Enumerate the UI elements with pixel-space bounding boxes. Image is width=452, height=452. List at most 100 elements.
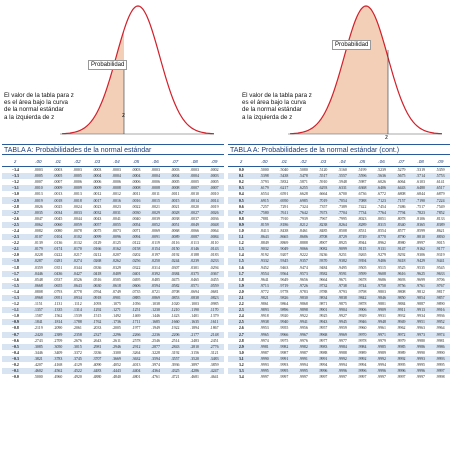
probability-cell: .0096 — [106, 234, 127, 241]
probability-cell: .6591 — [279, 192, 289, 197]
probability-cell: .0170 — [67, 246, 88, 253]
probability-cell: .0256 — [126, 258, 146, 265]
z-value-cell: 2.8 — [238, 338, 244, 343]
probability-cell: .9991 — [293, 355, 314, 362]
probability-cell: .1020 — [170, 302, 180, 307]
probability-cell: .0008 — [145, 185, 166, 192]
probability-cell: .8599 — [416, 228, 426, 233]
probability-cell: .0033 — [67, 209, 88, 216]
probability-cell: .9962 — [396, 326, 406, 331]
probability-cell: .8340 — [391, 221, 411, 228]
probability-cell: .3936 — [170, 363, 180, 368]
probability-cell: .0084 — [204, 234, 224, 241]
z-value-cell: 2.9 — [228, 343, 255, 350]
probability-cell: .9927 — [338, 314, 347, 319]
probability-cell: .9382 — [332, 258, 353, 265]
probability-cell: .0009 — [48, 185, 68, 192]
probability-cell: .0571 — [184, 282, 205, 289]
probability-cell: .4404 — [126, 368, 146, 375]
probability-cell: .1112 — [73, 302, 82, 307]
probability-cell: .6808 — [396, 192, 406, 197]
probability-cell: .0091 — [145, 234, 166, 241]
probability-cell: .1492 — [112, 314, 121, 319]
probability-cell: .9664 — [318, 277, 328, 282]
probability-cell: .0040 — [131, 216, 141, 221]
probability-cell: .0020 — [190, 204, 200, 209]
table-row: 0.8 .7881 .7910 .7939 .7967 .7995 .8023 .8051 .8… — [228, 216, 450, 222]
probability-cell: .9952 — [430, 319, 450, 326]
probability-cell: .0021 — [151, 204, 160, 209]
z-value-cell: 0.9 — [228, 221, 255, 228]
table-row: −1.8 .0359 .0351 .0344 .0336 .0329 .0322 .0314.… — [2, 265, 224, 271]
probability-cell: .1841 — [28, 319, 49, 326]
probability-cell: .0132 — [73, 241, 82, 246]
probability-cell: .9032 — [254, 246, 275, 253]
probability-cell: .8508 — [338, 228, 347, 233]
column-header: .04 — [106, 157, 127, 167]
probability-cell: .9871 — [318, 302, 328, 307]
probability-cell: .0344 — [73, 265, 82, 270]
probability-cell: .0655 — [48, 282, 68, 289]
probability-cell: .8389 — [430, 221, 450, 228]
probability-cell: .0006 — [92, 180, 102, 185]
probability-cell: .9956 — [299, 326, 308, 331]
z-value-cell: −1.6 — [11, 277, 19, 282]
probability-cell: .9911 — [391, 307, 411, 314]
probability-cell: .9964 — [435, 326, 445, 331]
probability-cell: .0139 — [34, 241, 43, 246]
probability-cell: .9803 — [377, 289, 386, 294]
probability-cell: .3520 — [184, 355, 205, 362]
table-row: −3.0 .0013 .0013 .0013 .0012 .0012 .0011 .0011.… — [2, 191, 224, 197]
probability-cell: .7486 — [396, 204, 406, 209]
probability-cell: .9904 — [332, 307, 353, 314]
probability-cell: .8962 — [377, 241, 386, 246]
probability-cell: .0055 — [106, 221, 127, 228]
left-caption: El valor de la tabla para z es el área b… — [4, 92, 74, 121]
z-value-cell: −1.7 — [2, 270, 29, 277]
probability-cell: .6736 — [357, 192, 367, 197]
z-value-cell: 1.8 — [238, 277, 244, 282]
probability-cell: .9979 — [396, 338, 406, 343]
probability-cell: .9992 — [352, 355, 372, 362]
probability-cell: .3594 — [145, 355, 166, 362]
probability-cell: .0116 — [170, 241, 180, 246]
probability-cell: .0384 — [165, 270, 185, 277]
column-header: .01 — [48, 157, 68, 167]
column-header: .00 — [254, 157, 275, 167]
probability-cell: .0018 — [67, 197, 88, 204]
probability-cell: .3632 — [126, 355, 146, 362]
probability-cell: .9995 — [435, 363, 445, 368]
probability-cell: .9608 — [371, 270, 392, 277]
probability-cell: .0764 — [92, 289, 102, 294]
probability-cell: .6141 — [435, 180, 445, 185]
column-header: .04 — [332, 157, 353, 167]
probability-cell: .4602 — [28, 368, 49, 375]
probability-cell: .0003 — [73, 168, 82, 173]
table-row: −0.1.4602.4562.4522.4483.4443.4404.4364.… — [2, 368, 224, 375]
probability-cell: .5636 — [371, 173, 392, 180]
column-header: .08 — [184, 157, 205, 167]
probability-cell: .0010 — [28, 185, 49, 192]
probability-cell: .6179 — [254, 185, 275, 192]
table-row: −2.0 .0228 .0222 .0217 .0212 .0207 .0202 .0197.… — [2, 252, 224, 258]
probability-cell: .9901 — [313, 307, 333, 314]
probability-cell: .0808 — [34, 289, 43, 294]
probability-cell: .9995 — [416, 363, 426, 368]
probability-cell: .4641 — [209, 375, 219, 380]
table-row: −0.0 .5000 .4960 .4920 .4880 .4840 .4801 .4761.… — [2, 374, 224, 380]
probability-cell: .9222 — [299, 253, 308, 258]
probability-cell: .0007 — [34, 180, 43, 185]
probability-cell: .3707 — [87, 355, 107, 362]
probability-cell: .9997 — [279, 375, 289, 380]
probability-cell: .8849 — [260, 241, 269, 246]
probability-cell: .2148 — [204, 331, 224, 338]
probability-cell: .8888 — [299, 241, 308, 246]
probability-cell: .8770 — [371, 234, 392, 241]
table-row: 2.3.9893.9896.9898.9901.9904.9906.9909.9… — [228, 307, 450, 314]
probability-cell: .9991 — [274, 355, 294, 362]
probability-cell: .6950 — [274, 197, 294, 204]
probability-cell: .0003 — [53, 168, 63, 173]
probability-cell: .9817 — [435, 289, 445, 294]
probability-cell: .0505 — [112, 277, 121, 282]
